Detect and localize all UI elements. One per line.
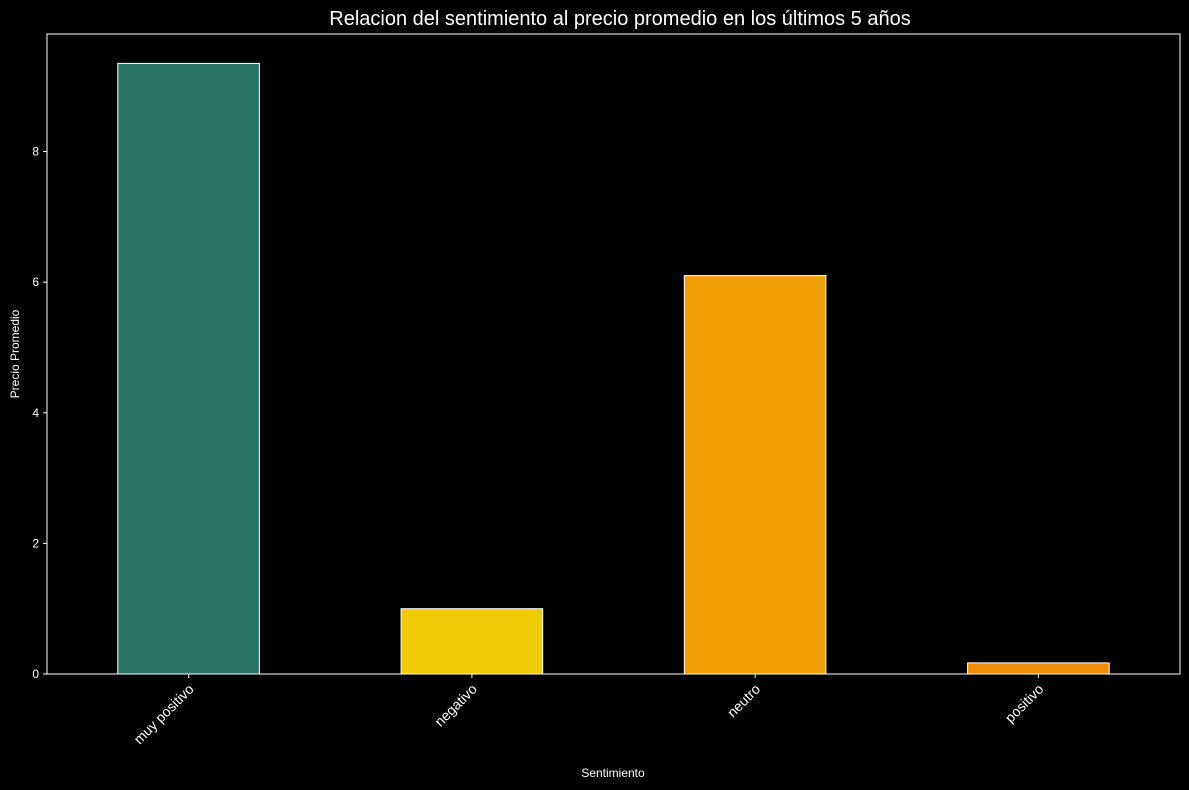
chart-title: Relacion del sentimiento al precio prome… <box>329 8 910 30</box>
y-tick-label: 4 <box>32 406 39 420</box>
y-tick-label: 8 <box>32 145 39 159</box>
y-axis-label: Precio Promedio <box>8 309 22 398</box>
bar-neutro <box>683 275 827 675</box>
y-tick-label: 2 <box>32 536 39 550</box>
bar-negativo <box>400 608 544 675</box>
y-tick-label: 6 <box>32 275 39 289</box>
x-axis-label: Sentimiento <box>581 766 645 780</box>
y-ticks-group: 0 2 4 6 8 <box>32 145 47 681</box>
plot-frame <box>46 33 1181 675</box>
bar-positivo <box>967 662 1110 675</box>
bar-muy-positivo <box>117 62 260 675</box>
bars-group <box>117 62 1110 675</box>
y-tick-label: 0 <box>32 667 39 681</box>
